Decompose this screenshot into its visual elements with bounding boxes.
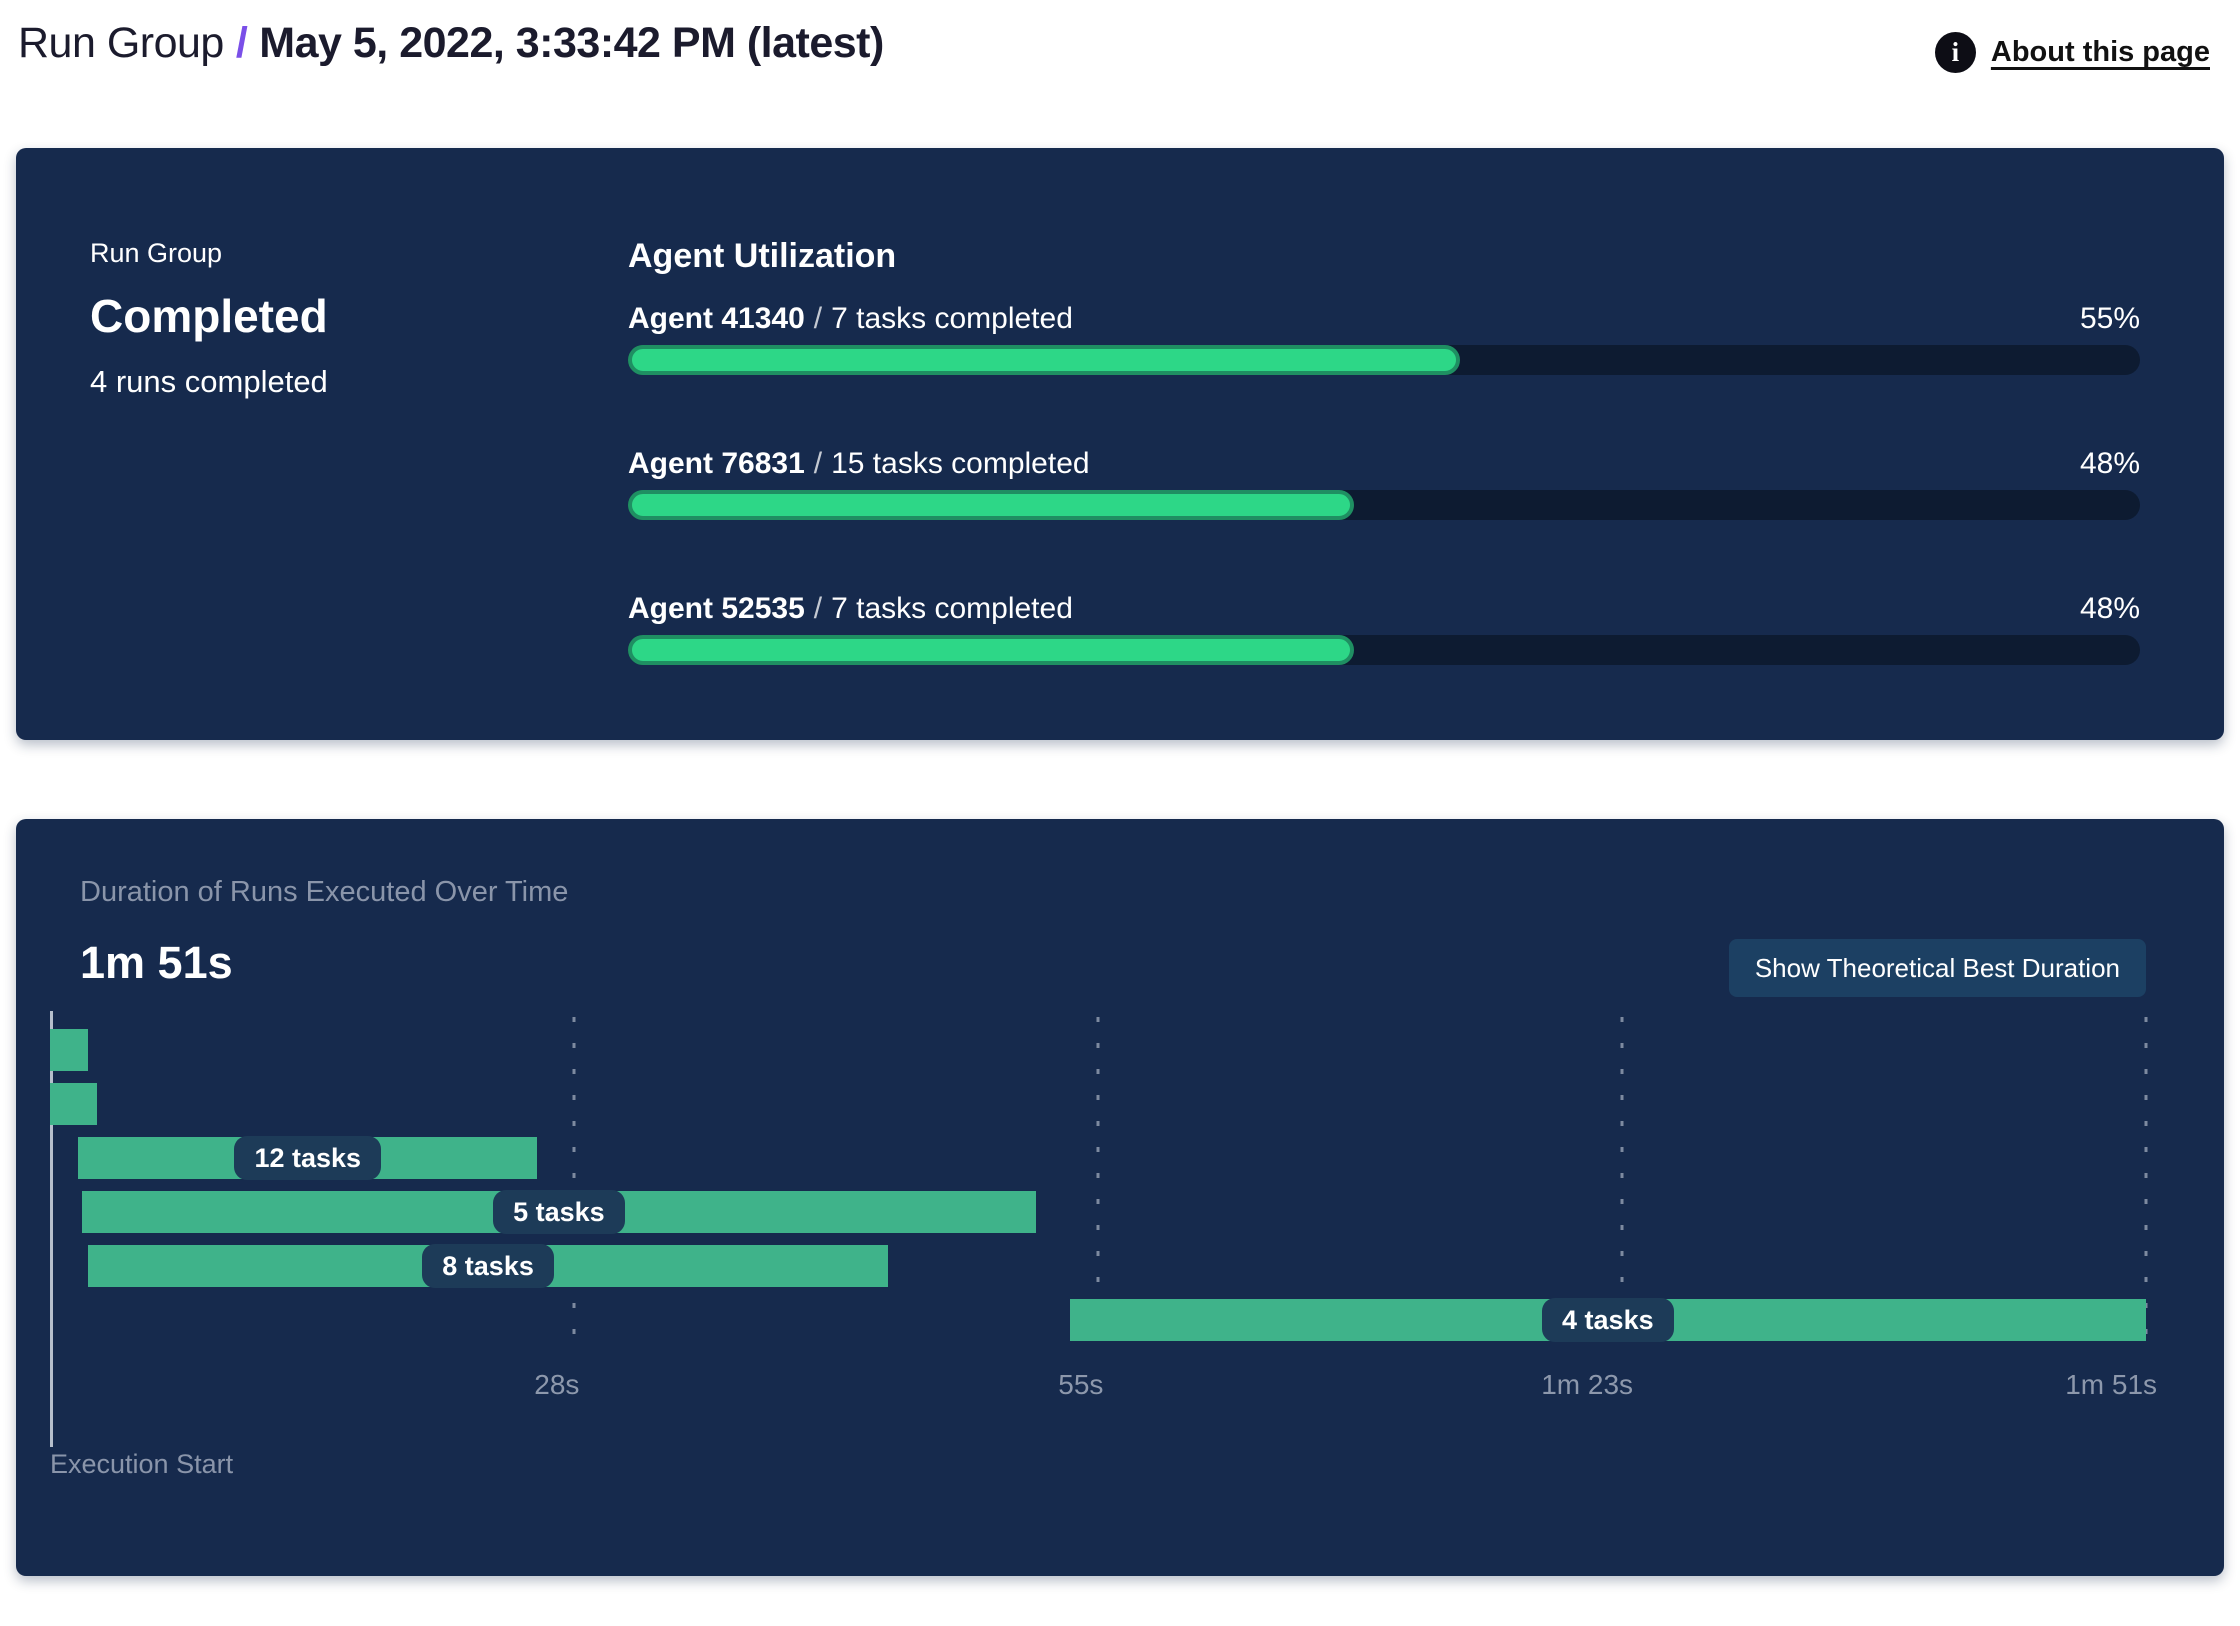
- agent-utilization-track: [628, 490, 2140, 520]
- agent-row-label: Agent 41340/7 tasks completed: [628, 300, 1073, 338]
- agent-utilization-percent: 48%: [2079, 447, 2140, 480]
- page-header: Run Group / May 5, 2022, 3:33:42 PM (lates…: [0, 0, 2240, 148]
- agent-utilization-track: [628, 345, 2140, 375]
- gridline: [1096, 1017, 1100, 1355]
- agent-utilization-title: Agent Utilization: [628, 237, 897, 275]
- duration-stats-row: 1m 51s Show Theoretical Best Duration: [80, 937, 2146, 997]
- agent-name: Agent 76831: [628, 447, 805, 480]
- runs-completed-text: 4 runs completed: [90, 364, 328, 399]
- breadcrumb-separator: /: [235, 19, 248, 67]
- duration-panel: Duration of Runs Executed Over Time 1m 5…: [16, 819, 2224, 1576]
- agent-utilization-track: [628, 635, 2140, 665]
- agent-row: Agent 76831/15 tasks completed 48%: [628, 445, 2140, 520]
- agent-row: Agent 52535/7 tasks completed 48%: [628, 590, 2140, 665]
- gantt-chart: Execution Start 28s 55s 1m 23s 1m 51s 12 tas…: [50, 1011, 2157, 1487]
- axis-tick-label: 1m 51s: [2065, 1369, 2158, 1400]
- agent-label-separator: /: [813, 592, 823, 625]
- agent-row: Agent 41340/7 tasks completed 55%: [628, 300, 2140, 375]
- axis-tick-label: 55s: [1058, 1369, 1104, 1400]
- execution-start-axis-line: [50, 1011, 53, 1447]
- agent-row-label: Agent 52535/7 tasks completed: [628, 590, 1073, 628]
- gantt-bar-task-count: 12 tasks: [234, 1136, 382, 1180]
- gantt-bar-run[interactable]: 8 tasks: [87, 1244, 889, 1288]
- agent-utilization-fill: [628, 635, 1354, 665]
- axis-tick-label: 28s: [534, 1369, 580, 1400]
- agent-utilization-section: Agent Utilization Agent 41340/7 tasks co…: [628, 236, 2140, 740]
- run-group-label: Run Group: [90, 238, 223, 268]
- breadcrumb-run-group[interactable]: Run Group: [18, 19, 224, 67]
- breadcrumb: Run Group / May 5, 2022, 3:33:42 PM (lates…: [18, 14, 884, 72]
- agent-label-separator: /: [813, 302, 823, 335]
- info-icon-glyph: i: [1951, 37, 1960, 67]
- duration-chart-title: Duration of Runs Executed Over Time: [80, 876, 569, 908]
- agent-rows: Agent 41340/7 tasks completed 55% Agent 76…: [628, 300, 2140, 665]
- page-title: May 5, 2022, 3:33:42 PM (latest): [259, 19, 884, 67]
- gantt-bar-task-count: 8 tasks: [422, 1244, 554, 1288]
- agent-name: Agent 41340: [628, 302, 805, 335]
- run-group-status: Completed: [90, 290, 328, 342]
- total-duration-value: 1m 51s: [80, 937, 233, 988]
- run-group-status-block: Run Group Completed 4 runs completed: [90, 236, 628, 740]
- show-theoretical-best-duration-button[interactable]: Show Theoretical Best Duration: [1728, 939, 2146, 997]
- execution-start-label: Execution Start: [50, 1449, 234, 1479]
- gantt-bar-run[interactable]: 4 tasks: [1069, 1298, 2146, 1342]
- agent-row-head: Agent 52535/7 tasks completed 48%: [628, 590, 2140, 628]
- gantt-bar-task-count: 4 tasks: [1542, 1298, 1674, 1342]
- info-icon[interactable]: i: [1934, 32, 1976, 73]
- agent-utilization-percent: 48%: [2079, 592, 2140, 625]
- run-group-summary-panel: Run Group Completed 4 runs completed Age…: [16, 148, 2224, 740]
- agent-tasks-completed: 7 tasks completed: [831, 592, 1073, 625]
- gantt-bar-run[interactable]: [50, 1029, 88, 1071]
- about-this-page-link[interactable]: i About this page: [1934, 32, 2210, 73]
- gantt-bar-run[interactable]: 5 tasks: [82, 1190, 1036, 1234]
- gantt-bar-task-count: 5 tasks: [493, 1190, 625, 1234]
- gridline: [572, 1017, 576, 1355]
- agent-row-label: Agent 76831/15 tasks completed: [628, 445, 1090, 483]
- gridline: [2144, 1017, 2148, 1355]
- gantt-bar-run[interactable]: 12 tasks: [78, 1136, 538, 1180]
- agent-row-head: Agent 41340/7 tasks completed 55%: [628, 300, 2140, 338]
- agent-utilization-fill: [628, 490, 1354, 520]
- agent-utilization-percent: 55%: [2079, 302, 2140, 335]
- axis-tick-label: 1m 23s: [1541, 1369, 1634, 1400]
- about-link-label[interactable]: About this page: [1990, 36, 2210, 68]
- agent-utilization-fill: [628, 345, 1460, 375]
- agent-tasks-completed: 15 tasks completed: [831, 447, 1090, 480]
- gantt-bar-run[interactable]: [50, 1083, 98, 1125]
- agent-label-separator: /: [813, 447, 823, 480]
- agent-row-head: Agent 76831/15 tasks completed 48%: [628, 445, 2140, 483]
- agent-tasks-completed: 7 tasks completed: [831, 302, 1073, 335]
- gridline: [1620, 1017, 1624, 1355]
- agent-name: Agent 52535: [628, 592, 805, 625]
